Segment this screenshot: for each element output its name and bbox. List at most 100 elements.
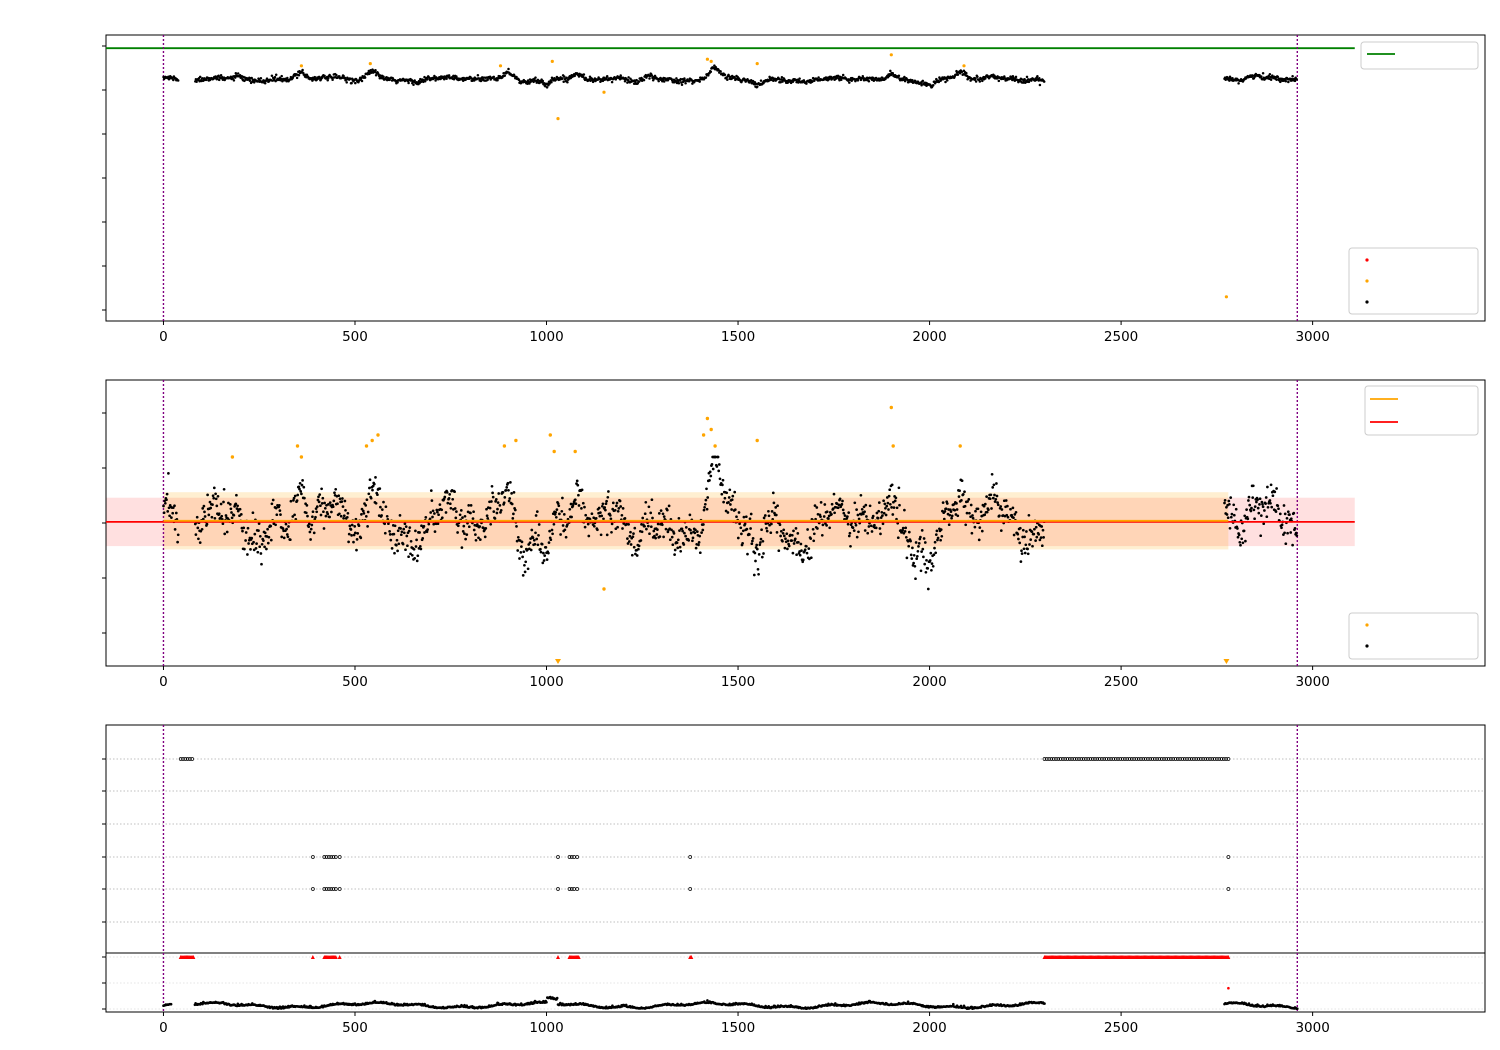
ok-point [1249,509,1253,513]
ok-point [765,526,768,530]
ok-point [221,522,225,526]
ok-point [584,513,588,517]
ok-point [944,80,947,84]
ok-point [852,529,856,532]
ok-point [1012,533,1016,537]
ok-point [478,525,482,528]
ok-point [881,522,885,526]
ok-point [654,536,657,540]
ok-point [317,500,321,504]
ok-point [942,517,946,521]
ok-point [928,559,932,562]
ok-point [256,80,260,83]
ok-point [803,548,807,552]
ok-point [599,533,603,537]
ok-point [311,510,315,514]
ok-point [172,78,175,82]
ok-point [495,511,499,515]
ok-point [913,564,917,568]
ok-point [647,505,651,509]
ok-point [730,498,734,502]
ok-point [244,539,247,542]
ok-point [541,561,545,565]
ok-point [958,489,961,493]
ok-point [566,523,569,526]
flag-point [1134,757,1139,761]
flag-point [1102,757,1107,761]
ok-point [594,516,598,520]
ok-point [933,546,936,550]
ok-point [751,539,754,543]
ok-point [830,502,834,506]
ok-point [233,76,237,79]
ok-point [440,508,444,512]
ok-point [599,511,602,514]
ok-point [620,513,624,517]
ok-point [923,541,927,544]
ok-point [805,544,808,548]
ok-point [231,77,234,80]
x-tick-label: 2500 [1104,674,1138,690]
ok-point [675,77,678,80]
ok-point [456,531,459,534]
ok-point [931,564,935,568]
flag-point [1143,757,1148,761]
ok-point [598,77,602,81]
ok-point [651,79,655,82]
ok-point [1232,513,1236,517]
ok-point [580,488,584,492]
ok-point [812,532,816,536]
ok-point [679,549,683,553]
flag-point [1056,757,1061,761]
ok-point [1014,75,1018,79]
ok-point [887,494,891,498]
ok-point [1036,75,1039,78]
ok-point [401,542,405,546]
ok-point [263,545,266,549]
flag-point [1063,757,1068,761]
ok-point [867,525,871,528]
ok-point [643,512,647,516]
flag-point [1061,757,1065,761]
flag-point [1166,757,1171,761]
ok-point [333,491,336,495]
ok-point [347,532,351,536]
ok-point [471,517,475,520]
ok-point [1287,80,1290,84]
ok-point [1021,528,1025,532]
ok-point [413,79,416,82]
ok-point [520,545,523,548]
ok-point [1261,505,1265,509]
ok-point [436,510,439,514]
ok-point [973,525,977,529]
ok-point [1038,77,1041,80]
ok-point [507,488,510,492]
ok-point [319,504,322,508]
ok-point [453,507,457,510]
ok-point [234,502,238,506]
highlighted-point [364,444,369,448]
ok-point [542,551,545,555]
ok-point [1027,513,1031,517]
ok-point [537,533,540,537]
ok-point [912,561,915,565]
ok-point [511,517,515,520]
ok-point [535,510,539,513]
ok-point [1286,531,1289,535]
ok-point [396,529,400,533]
ok-point [930,568,933,572]
ok-point [592,524,596,528]
ok-point [210,515,214,519]
ok-point [502,72,505,75]
ok-point [322,510,325,514]
ok-point [425,530,429,534]
ok-point [912,553,916,557]
ok-point [534,531,537,535]
ok-point [412,547,416,551]
ok-point [211,503,214,506]
ok-point [605,499,608,503]
clipped-marker [1223,659,1230,664]
ok-point [305,504,309,507]
ok-point [608,514,612,517]
ok-point [379,505,382,509]
